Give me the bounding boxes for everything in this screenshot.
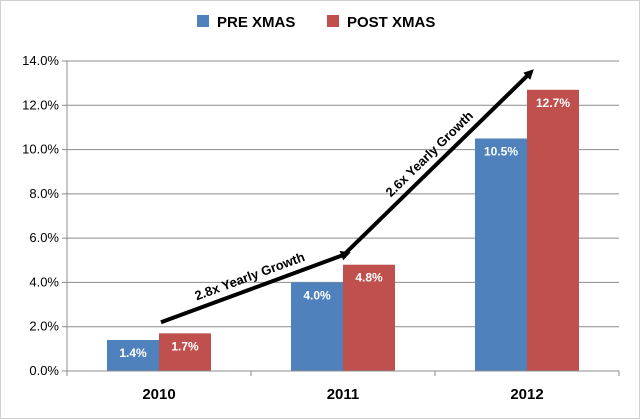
y-axis: 0.0% 2.0% 4.0% 6.0% 8.0% 10.0% 12.0% 14.0%: [22, 53, 68, 378]
y-tick-label-0: 0.0%: [29, 363, 59, 378]
x-tick-label-1: 2011: [327, 386, 360, 403]
data-label-0-1: 4.0%: [303, 288, 331, 302]
y-tick-label-2: 4.0%: [29, 274, 59, 289]
data-label-1-2: 12.7%: [536, 96, 570, 110]
growth-arrow-0: [160, 251, 351, 325]
x-tick-label-2: 2012: [510, 386, 543, 403]
bars: 1.4% 1.7% 4.0% 4.8% 10.5% 12.7%: [107, 89, 579, 372]
bar-post-xmas-2011: [343, 264, 395, 371]
y-tick-label-5: 10.0%: [22, 142, 59, 157]
bar-pre-xmas-2011: [291, 282, 343, 371]
growth-annotation-1: 2.6x Yearly Growth: [382, 108, 476, 200]
legend-swatch-0: [197, 15, 209, 27]
data-label-0-0: 1.4%: [119, 346, 147, 360]
y-tick-label-7: 14.0%: [22, 53, 59, 68]
bar-post-xmas-2010: [159, 333, 211, 371]
y-tick-label-6: 12.0%: [22, 97, 59, 112]
legend-swatch-1: [327, 15, 339, 27]
x-tick-label-0: 2010: [142, 386, 175, 403]
legend-label-1: POST XMAS: [347, 14, 435, 31]
y-tick-label-4: 8.0%: [29, 186, 59, 201]
data-label-1-1: 4.8%: [355, 271, 383, 285]
legend: PRE XMAS POST XMAS: [197, 14, 435, 31]
data-label-0-2: 10.5%: [484, 145, 518, 159]
y-tick-label-1: 2.0%: [29, 319, 59, 334]
y-tick-label-3: 6.0%: [29, 230, 59, 245]
legend-label-0: PRE XMAS: [217, 14, 295, 31]
x-axis: 2010 2011 2012: [66, 370, 620, 403]
bar-post-xmas-2012: [527, 89, 579, 372]
growth-arrow-1: [343, 69, 534, 256]
bar-pre-xmas-2012: [475, 138, 527, 371]
bar-pre-xmas-2010: [107, 340, 159, 371]
data-label-1-0: 1.7%: [171, 339, 199, 353]
